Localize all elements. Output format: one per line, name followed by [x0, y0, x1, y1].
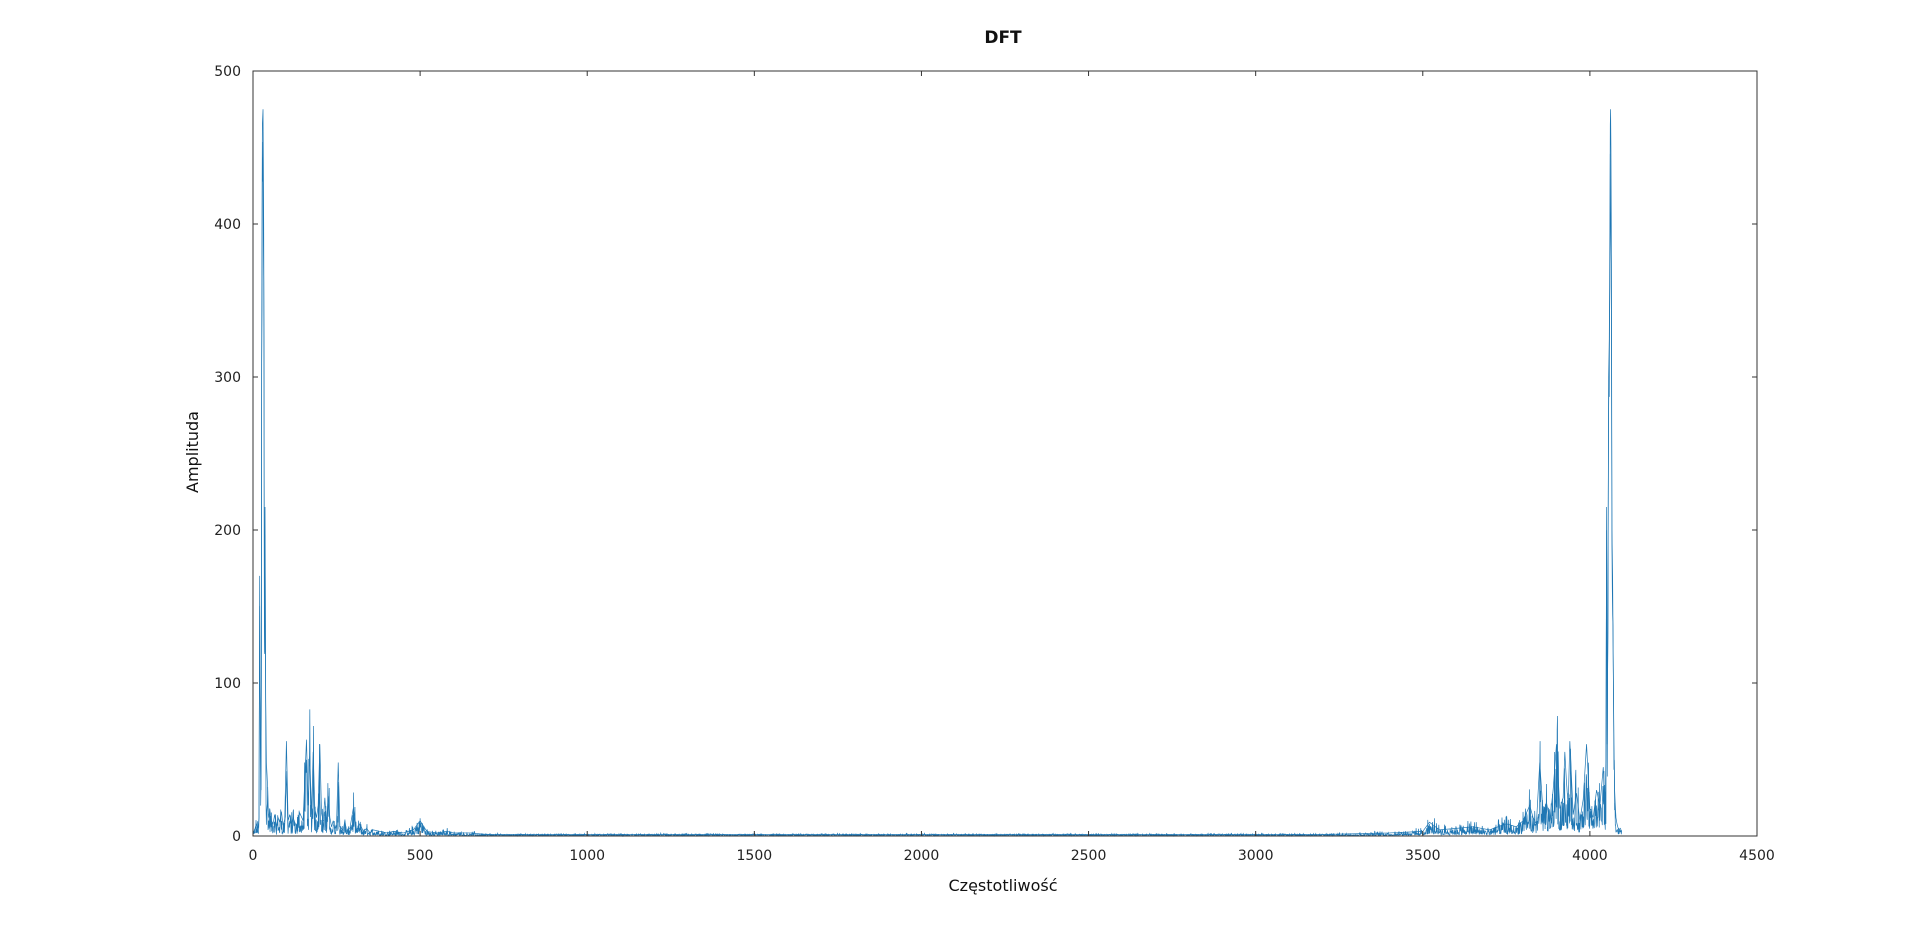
series-envelope-line: [252, 109, 1622, 835]
x-tick-label: 4000: [1572, 848, 1608, 864]
y-tick-label: 0: [232, 829, 241, 845]
x-tick-label: 4500: [1739, 848, 1775, 864]
chart-title: DFT: [984, 28, 1022, 48]
x-axis-ticks: 0 500 1000 1500 2000 2500 3000 3500 4000 4500: [249, 71, 1775, 864]
y-axis-ticks: 0 100 200 300 400 500: [214, 64, 1757, 845]
plot-area: [252, 109, 1622, 838]
y-tick-label: 400: [214, 217, 241, 233]
series-line: [252, 141, 1622, 838]
y-tick-label: 200: [214, 523, 241, 539]
x-tick-label: 2000: [904, 848, 940, 864]
y-axis-label: Amplituda: [183, 411, 202, 493]
x-tick-label: 3500: [1405, 848, 1441, 864]
y-tick-label: 100: [214, 676, 241, 692]
y-tick-label: 500: [214, 64, 241, 80]
x-tick-label: 1500: [737, 848, 773, 864]
x-axis-label: Częstotliwość: [949, 876, 1058, 895]
x-tick-label: 500: [407, 848, 434, 864]
x-tick-label: 0: [249, 848, 258, 864]
axes-frame: [252, 70, 1758, 837]
x-tick-label: 1000: [569, 848, 605, 864]
y-tick-label: 300: [214, 370, 241, 386]
x-tick-label: 3000: [1238, 848, 1274, 864]
x-tick-label: 2500: [1071, 848, 1107, 864]
